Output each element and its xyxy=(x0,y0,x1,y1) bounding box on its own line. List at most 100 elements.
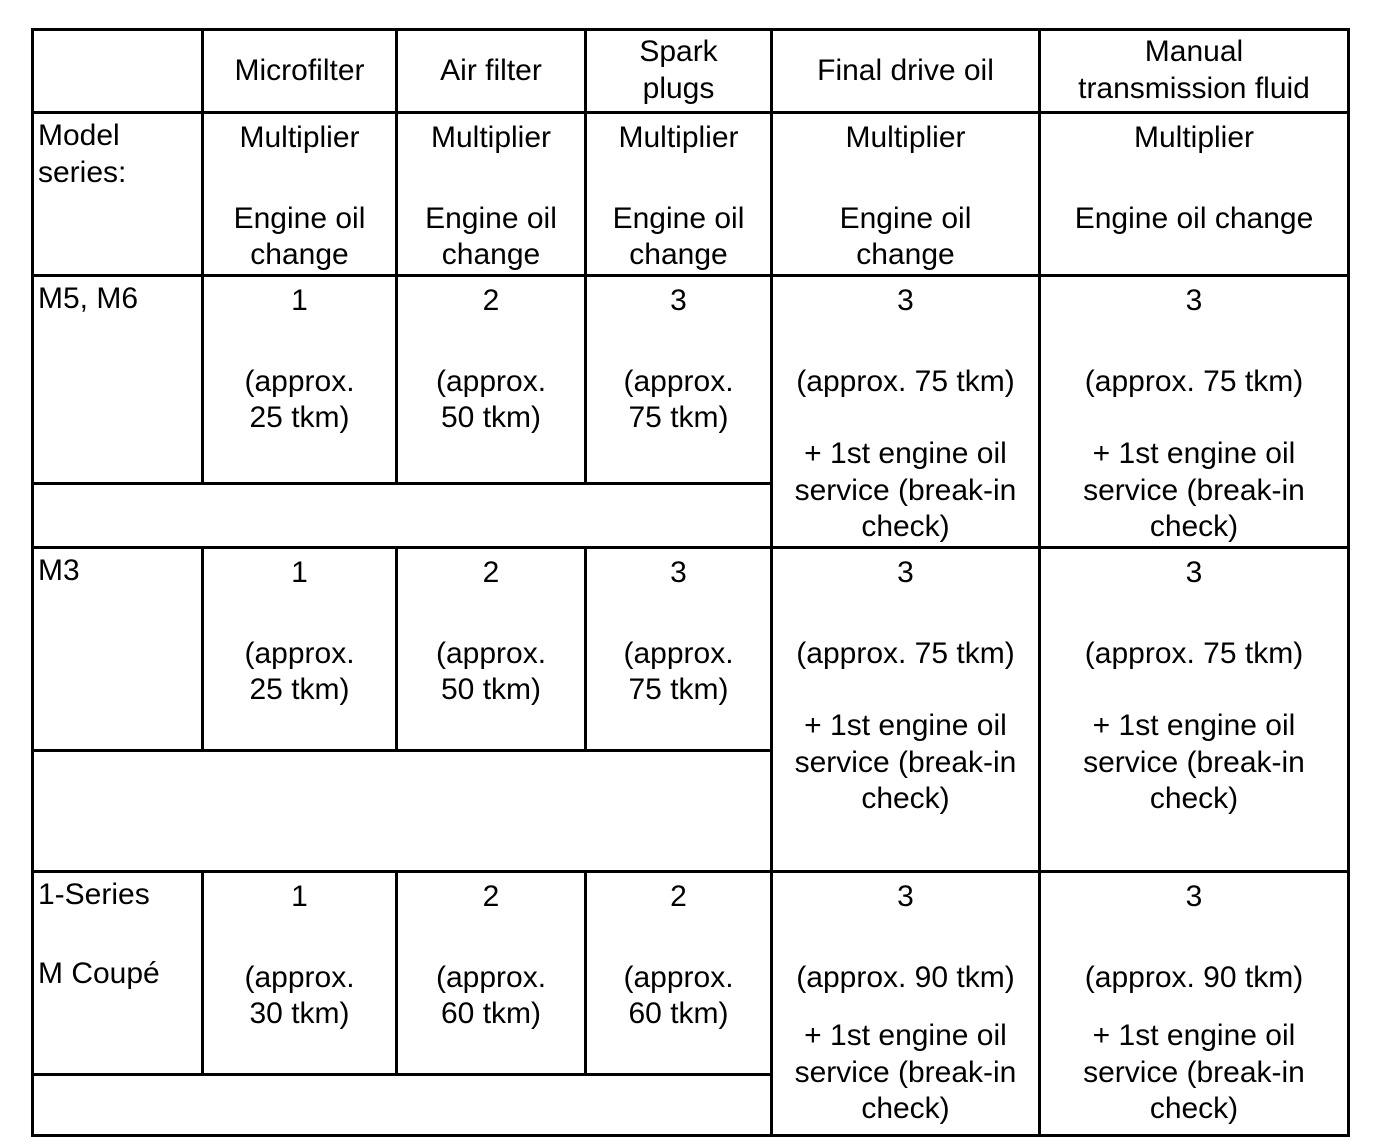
header-label-manual-multiplier: Multiplier xyxy=(1133,121,1255,154)
multiplier-value: 2 xyxy=(482,284,500,317)
approx-line1: (approx. xyxy=(244,636,355,670)
table-row: M5, M6 1 (approx. 25 tkm) 2 (approx. 50 … xyxy=(31,274,1350,549)
cell-final-drive-oil-0: 3 (approx. 75 tkm) + 1st engine oil serv… xyxy=(770,274,1041,549)
multiplier-value: 3 xyxy=(670,284,687,317)
note-line2: service (break-in xyxy=(794,745,1017,779)
spacer-row xyxy=(31,1072,1349,1137)
note-line1: + 1st engine oil xyxy=(1092,1019,1296,1053)
cell-air-filter-0: 2 (approx. 50 tkm) xyxy=(395,274,587,485)
note-line2: service (break-in xyxy=(794,1055,1017,1089)
header-label-spark-plugs-line1: Spark xyxy=(639,35,718,69)
header-cell-microfilter: Microfilter xyxy=(201,28,398,114)
note-line2: service (break-in xyxy=(1083,473,1305,507)
approx-line2: 60 tkm) xyxy=(440,997,542,1031)
header-label-spark-multiplier: Multiplier xyxy=(618,121,739,154)
header-cell-spark-plugs: Spark plugs xyxy=(584,28,773,114)
note-line3: check) xyxy=(861,510,950,544)
multiplier-value: 3 xyxy=(1185,879,1203,913)
approx-value: (approx. 75 tkm) xyxy=(1084,364,1304,398)
cell-air-filter-2: 2 (approx. 60 tkm) xyxy=(395,869,587,1076)
note-line3: check) xyxy=(861,1092,950,1126)
note-line1: + 1st engine oil xyxy=(804,709,1007,743)
note-line1: + 1st engine oil xyxy=(804,1019,1007,1053)
cell-spark-plugs-1: 3 (approx. 75 tkm) xyxy=(584,545,773,752)
header-cell-final-drive-oil-multiplier: Multiplier Engine oil change xyxy=(770,111,1041,277)
model-label-2-line1: 1-Series xyxy=(38,877,150,911)
approx-line1: (approx. xyxy=(244,364,355,398)
multiplier-value: 3 xyxy=(897,284,914,317)
multiplier-value: 1 xyxy=(291,879,308,913)
approx-line2: 25 tkm) xyxy=(249,673,350,707)
approx-value: (approx. 75 tkm) xyxy=(796,636,1015,670)
approx-line1: (approx. xyxy=(623,960,734,994)
header-label-air-filter: Air filter xyxy=(440,53,542,87)
approx-line1: (approx. xyxy=(435,960,547,994)
note-line2: service (break-in xyxy=(794,473,1017,507)
note-line3: check) xyxy=(1149,1092,1239,1126)
header-cell-air-filter-multiplier: Multiplier Engine oil change xyxy=(395,111,587,277)
approx-value: (approx. 90 tkm) xyxy=(1084,960,1304,994)
multiplier-value: 1 xyxy=(291,555,308,589)
approx-line1: (approx. xyxy=(244,960,355,994)
multiplier-value: 3 xyxy=(670,555,687,589)
cell-microfilter-1: 1 (approx. 25 tkm) xyxy=(201,545,398,752)
header-label-spark-basis-line2: change xyxy=(629,238,728,272)
header-label-air-multiplier: Multiplier xyxy=(430,121,552,154)
header-label-model-series-line2: series: xyxy=(38,155,127,189)
header-cell-manual-transmission-multiplier: Multiplier Engine oil change xyxy=(1038,111,1350,277)
approx-line2: 75 tkm) xyxy=(628,673,729,707)
approx-line1: (approx. xyxy=(435,636,547,670)
spacer-cell-1 xyxy=(31,748,773,873)
approx-line2: 50 tkm) xyxy=(440,673,542,707)
spacer-cell-0 xyxy=(31,481,773,549)
header-cell-model-series: Model series: xyxy=(31,111,204,277)
spacer-row xyxy=(31,748,1349,873)
note-line1: + 1st engine oil xyxy=(804,437,1007,471)
note-line3: check) xyxy=(1149,510,1239,544)
approx-value: (approx. 75 tkm) xyxy=(796,364,1015,398)
model-label-2-line2: M Coupé xyxy=(38,956,160,990)
header-label-microfilter-basis-line1: Engine oil xyxy=(233,201,366,235)
cell-model-series-0: M5, M6 xyxy=(31,274,204,485)
header-label-spark-plugs-line2: plugs xyxy=(642,72,715,105)
header-label-spark-basis-line1: Engine oil xyxy=(612,201,745,235)
header-label-manual-transmission-line2: transmission fluid xyxy=(1078,72,1310,105)
cell-model-series-1: M3 xyxy=(31,545,204,752)
header-cell-microfilter-multiplier: Multiplier Engine oil change xyxy=(201,111,398,277)
multiplier-value: 3 xyxy=(1185,284,1203,317)
cell-spark-plugs-2: 2 (approx. 60 tkm) xyxy=(584,869,773,1076)
header-row-categories: Microfilter Air filter Spark plugs Final… xyxy=(31,28,1350,114)
approx-line1: (approx. xyxy=(623,636,734,670)
note-line2: service (break-in xyxy=(1083,745,1305,779)
header-label-air-basis-line1: Engine oil xyxy=(425,201,557,235)
header-corner-cell xyxy=(31,28,204,114)
cell-microfilter-2: 1 (approx. 30 tkm) xyxy=(201,869,398,1076)
header-label-manual-basis: Engine oil change xyxy=(1074,201,1314,235)
approx-value: (approx. 90 tkm) xyxy=(796,960,1015,994)
model-label-0-line1: M5, M6 xyxy=(38,282,139,315)
multiplier-value: 3 xyxy=(1185,555,1203,589)
multiplier-value: 1 xyxy=(291,284,308,317)
cell-air-filter-1: 2 (approx. 50 tkm) xyxy=(395,545,587,752)
table-row: M3 1 (approx. 25 tkm) 2 (approx. 50 tkm)… xyxy=(31,545,1350,873)
approx-line2: 30 tkm) xyxy=(249,997,350,1031)
model-label-1-line1: M3 xyxy=(38,553,80,587)
header-label-microfilter-multiplier: Multiplier xyxy=(239,121,360,154)
cell-model-series-2: 1-Series M Coupé xyxy=(31,869,204,1076)
spacer-row xyxy=(31,481,1349,549)
header-label-final-basis-line2: change xyxy=(856,238,955,272)
multiplier-value: 3 xyxy=(897,555,914,589)
header-label-model-series-line1: Model xyxy=(38,119,120,152)
approx-line2: 50 tkm) xyxy=(440,401,542,435)
cell-spark-plugs-0: 3 (approx. 75 tkm) xyxy=(584,274,773,485)
table-row: 1-Series M Coupé 1 (approx. 30 tkm) 2 (a… xyxy=(31,869,1350,1137)
header-label-final-drive-oil: Final drive oil xyxy=(817,53,994,87)
approx-line1: (approx. xyxy=(435,364,547,398)
cell-manual-transmission-fluid-2: 3 (approx. 90 tkm) + 1st engine oil serv… xyxy=(1038,869,1350,1137)
note-line3: check) xyxy=(861,782,950,816)
approx-line2: 75 tkm) xyxy=(628,401,729,435)
multiplier-value: 2 xyxy=(482,879,500,913)
approx-value: (approx. 75 tkm) xyxy=(1084,636,1304,670)
header-cell-air-filter: Air filter xyxy=(395,28,587,114)
